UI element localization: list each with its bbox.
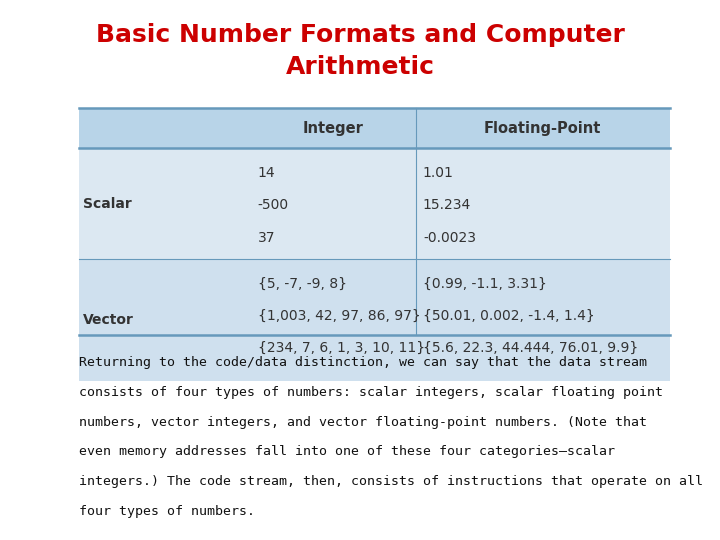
Text: 1.01: 1.01: [423, 166, 454, 180]
Text: {5.6, 22.3, 44.444, 76.01, 9.9}: {5.6, 22.3, 44.444, 76.01, 9.9}: [423, 341, 638, 355]
Text: {234, 7, 6, 1, 3, 10, 11}: {234, 7, 6, 1, 3, 10, 11}: [258, 341, 425, 355]
Text: {50.01, 0.002, -1.4, 1.4}: {50.01, 0.002, -1.4, 1.4}: [423, 309, 595, 323]
Text: Integer: Integer: [302, 121, 364, 136]
Text: numbers, vector integers, and vector floating-point numbers. (Note that: numbers, vector integers, and vector flo…: [79, 416, 647, 429]
Text: Basic Number Formats and Computer: Basic Number Formats and Computer: [96, 23, 624, 47]
Text: 14: 14: [258, 166, 275, 180]
Text: Vector: Vector: [83, 313, 134, 327]
Text: Arithmetic: Arithmetic: [286, 56, 434, 79]
Text: even memory addresses fall into one of these four categories—scalar: even memory addresses fall into one of t…: [79, 446, 615, 458]
Text: consists of four types of numbers: scalar integers, scalar floating point: consists of four types of numbers: scala…: [79, 386, 663, 399]
Text: Floating-Point: Floating-Point: [484, 121, 601, 136]
Text: {0.99, -1.1, 3.31}: {0.99, -1.1, 3.31}: [423, 276, 546, 291]
Text: {5, -7, -9, 8}: {5, -7, -9, 8}: [258, 276, 346, 291]
Text: four types of numbers.: four types of numbers.: [79, 505, 255, 518]
Bar: [79, 259, 670, 381]
Text: 15.234: 15.234: [423, 198, 471, 212]
Text: 37: 37: [258, 231, 275, 245]
Text: Returning to the code/data distinction, we can say that the data stream: Returning to the code/data distinction, …: [79, 356, 647, 369]
Text: {1,003, 42, 97, 86, 97}: {1,003, 42, 97, 86, 97}: [258, 309, 420, 323]
Bar: [79, 148, 670, 259]
Text: integers.) The code stream, then, consists of instructions that operate on all: integers.) The code stream, then, consis…: [79, 475, 703, 488]
Text: -0.0023: -0.0023: [423, 231, 476, 245]
Bar: [79, 108, 670, 148]
Text: Scalar: Scalar: [83, 197, 132, 211]
Text: -500: -500: [258, 198, 289, 212]
